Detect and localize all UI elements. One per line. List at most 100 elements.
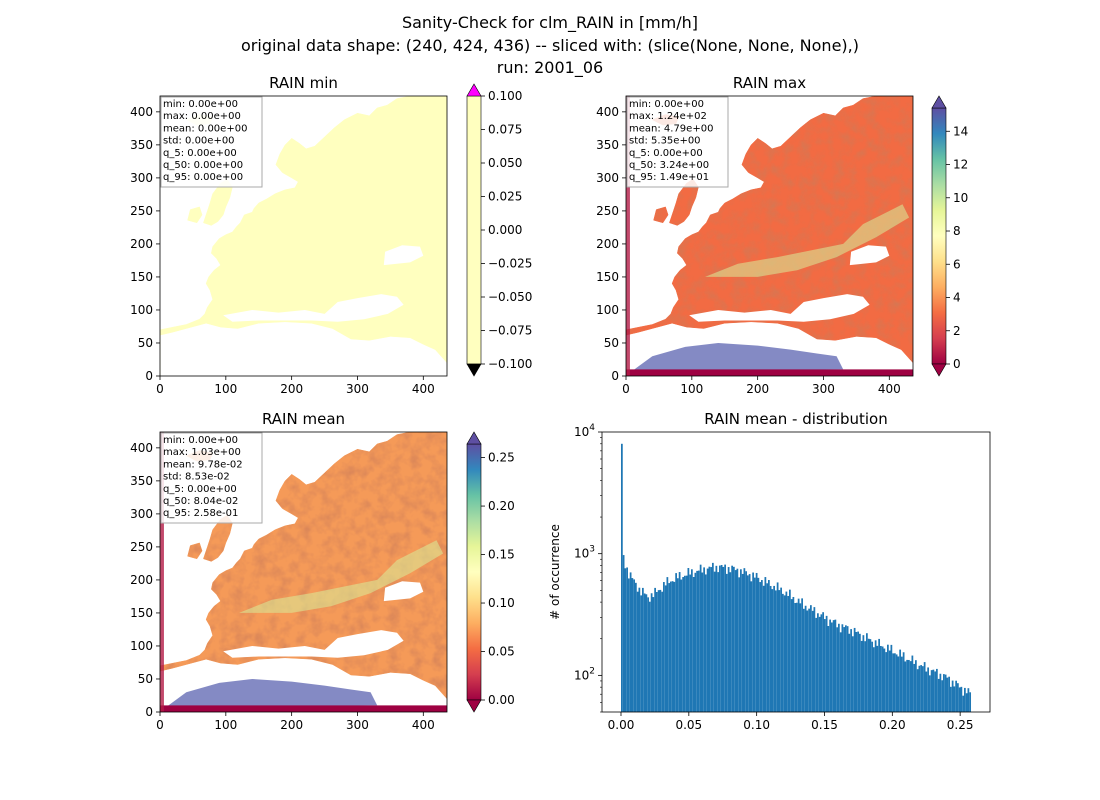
colorbar-tick-label: −0.050 xyxy=(488,290,532,304)
histogram-bar xyxy=(953,686,956,712)
histogram-bar xyxy=(640,595,642,712)
stat-line: max: 1.24e+02 xyxy=(629,111,707,122)
histogram-bar xyxy=(890,644,893,712)
histogram-bar xyxy=(880,645,882,712)
rain-band xyxy=(705,204,910,277)
south-strip xyxy=(626,369,913,376)
sea xyxy=(689,294,870,322)
x-tick-label: 0 xyxy=(156,718,164,732)
histogram-bar xyxy=(760,580,763,712)
histogram-bar xyxy=(871,641,874,712)
colorbar-tick-label: 0.025 xyxy=(488,190,522,204)
y-tick-label: 100 xyxy=(130,639,153,653)
heatmap-panel-3: 0 100 200 300 400 0 50 100 150 200 250 300 350 400 RAI… xyxy=(130,410,515,732)
land-texture xyxy=(653,206,669,223)
colorbar-tick-label: 0.075 xyxy=(488,123,522,137)
histogram-bar xyxy=(887,644,889,712)
histogram-bars xyxy=(620,443,972,712)
histogram-bar xyxy=(817,613,819,712)
histogram-bar xyxy=(675,573,677,712)
histogram-bar xyxy=(801,598,804,712)
heatmap-panel-1: 0 100 200 300 400 0 50 100 150 200 250 300 350 400 RAI… xyxy=(130,74,532,396)
histogram-bar xyxy=(624,568,627,712)
colorbar-tick-label: 0.050 xyxy=(488,156,522,170)
histogram-bar xyxy=(796,602,798,712)
histogram-bar xyxy=(908,659,910,712)
histogram-bar xyxy=(659,589,662,712)
y-tick-label: 50 xyxy=(138,672,153,686)
x-tick-label: 400 xyxy=(878,382,901,396)
y-tick-label: 0 xyxy=(611,369,619,383)
histogram-bar xyxy=(682,577,684,712)
histogram-bar xyxy=(753,577,756,712)
histogram-bar xyxy=(620,443,623,712)
histogram-bar xyxy=(766,583,768,712)
histogram-bar xyxy=(850,629,853,712)
histogram-bar xyxy=(883,648,886,712)
histogram-bar xyxy=(689,574,691,712)
map-area xyxy=(160,432,447,712)
histogram-bar xyxy=(715,565,718,712)
histogram-bar xyxy=(790,599,793,712)
west-strip xyxy=(160,432,164,712)
histogram-bar xyxy=(899,649,902,712)
y-tick-label: 100 xyxy=(130,303,153,317)
x-tick-label: 0.00 xyxy=(608,718,635,732)
histogram-bar xyxy=(706,568,709,712)
histogram-bar xyxy=(655,592,658,712)
histogram-bar xyxy=(774,590,777,712)
histogram-bar xyxy=(669,581,672,712)
histogram-bar xyxy=(864,641,867,712)
histogram-bar xyxy=(867,638,870,712)
histogram-bar xyxy=(634,582,637,712)
histogram-bar xyxy=(944,674,947,712)
y-tick-label: 0 xyxy=(145,705,153,719)
stat-line: min: 0.00e+00 xyxy=(163,99,238,110)
land-texture xyxy=(669,179,699,226)
histogram-bar xyxy=(948,676,951,712)
histogram-bar xyxy=(843,627,846,712)
histogram-bar xyxy=(832,620,835,712)
histogram-bar xyxy=(829,619,832,712)
histogram-bar xyxy=(729,572,732,712)
axes-frame xyxy=(159,95,448,377)
colorbar-extend-bottom xyxy=(466,699,482,713)
land-texture xyxy=(187,542,203,559)
histogram-bar xyxy=(895,654,898,712)
histogram-bar xyxy=(943,674,945,712)
histogram-bar xyxy=(643,593,646,712)
y-tick-label: 350 xyxy=(130,474,153,488)
histogram-bar xyxy=(965,693,968,712)
colorbar-tick-label: 0.000 xyxy=(488,223,522,237)
histogram-bar xyxy=(710,567,712,712)
panel-title: RAIN min xyxy=(269,74,338,92)
y-tick-label: 103 xyxy=(574,545,595,561)
histogram-bar xyxy=(759,582,761,712)
histogram-bar xyxy=(676,578,679,712)
y-tick-label: 250 xyxy=(130,540,153,554)
colorbar-tick-label: 8 xyxy=(953,224,961,238)
y-axis-label: # of occurrence xyxy=(548,524,562,620)
x-tick-label: 100 xyxy=(214,718,237,732)
y-tick-label: 250 xyxy=(130,204,153,218)
histogram-bar xyxy=(664,585,667,712)
histogram-bar xyxy=(904,661,907,712)
histogram-bar xyxy=(652,597,655,712)
x-tick-label: 0.15 xyxy=(811,718,838,732)
histogram-bar xyxy=(822,612,825,712)
histogram-bar xyxy=(841,624,844,712)
histogram-bar xyxy=(704,574,707,712)
histogram-bar xyxy=(950,686,952,712)
histogram-bar xyxy=(631,578,634,712)
stat-line: mean: 0.00e+00 xyxy=(163,123,247,134)
histogram-bar xyxy=(876,645,879,712)
y-tick-label: 250 xyxy=(596,204,619,218)
histogram-bar xyxy=(969,692,972,712)
x-tick-label: 300 xyxy=(812,382,835,396)
y-tick-label: 150 xyxy=(130,270,153,284)
histogram-bar xyxy=(892,653,895,712)
y-tick-label: 200 xyxy=(130,237,153,251)
colorbar: 0 2 4 6 8 10 12 14 xyxy=(931,95,968,377)
histogram-bar xyxy=(718,565,721,712)
x-tick-label: 0 xyxy=(622,382,630,396)
